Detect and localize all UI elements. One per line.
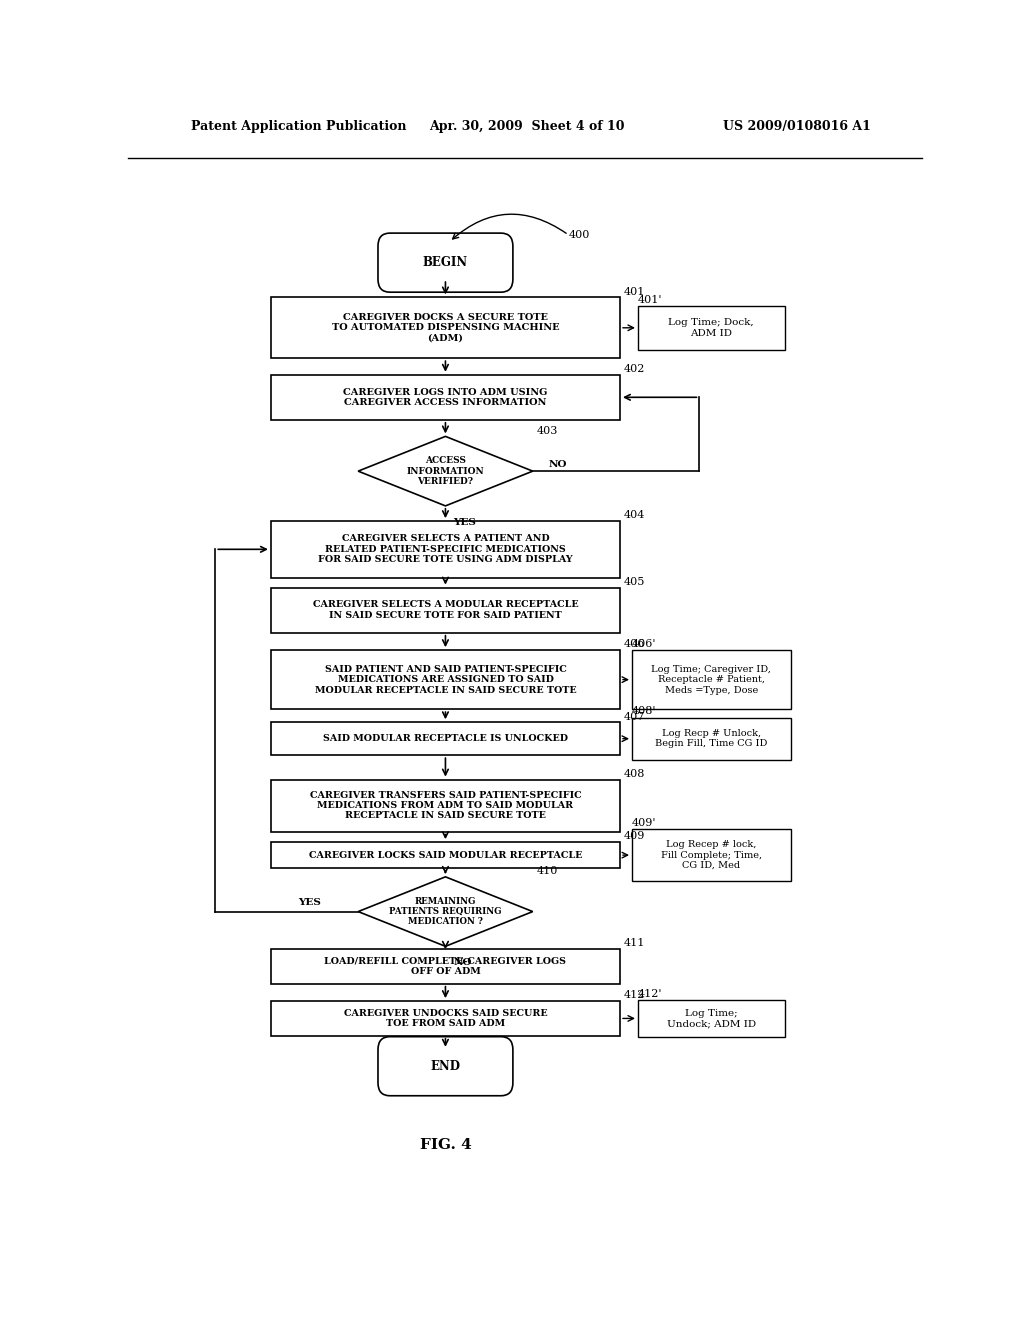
Text: YES: YES [454, 517, 476, 527]
Text: 410: 410 [537, 866, 558, 876]
Text: CAREGIVER LOCKS SAID MODULAR RECEPTACLE: CAREGIVER LOCKS SAID MODULAR RECEPTACLE [309, 850, 582, 859]
FancyBboxPatch shape [632, 829, 791, 882]
Text: SAID MODULAR RECEPTACLE IS UNLOCKED: SAID MODULAR RECEPTACLE IS UNLOCKED [323, 734, 568, 743]
Text: US 2009/0108016 A1: US 2009/0108016 A1 [723, 120, 871, 133]
FancyBboxPatch shape [270, 949, 620, 983]
Text: CAREGIVER TRANSFERS SAID PATIENT-SPECIFIC
MEDICATIONS FROM ADM TO SAID MODULAR
R: CAREGIVER TRANSFERS SAID PATIENT-SPECIFI… [309, 791, 582, 821]
Text: 409: 409 [624, 832, 645, 841]
FancyBboxPatch shape [270, 1001, 620, 1036]
Text: CAREGIVER DOCKS A SECURE TOTE
TO AUTOMATED DISPENSING MACHINE
(ADM): CAREGIVER DOCKS A SECURE TOTE TO AUTOMAT… [332, 313, 559, 343]
Text: 403: 403 [537, 426, 558, 436]
Text: CAREGIVER LOGS INTO ADM USING
CAREGIVER ACCESS INFORMATION: CAREGIVER LOGS INTO ADM USING CAREGIVER … [343, 388, 548, 407]
Polygon shape [358, 876, 532, 946]
Text: 408': 408' [632, 706, 656, 717]
Text: 401': 401' [638, 294, 663, 305]
FancyBboxPatch shape [270, 780, 620, 832]
FancyBboxPatch shape [270, 375, 620, 420]
Text: LOAD/REFILL COMPLETE-CAREGIVER LOGS
OFF OF ADM: LOAD/REFILL COMPLETE-CAREGIVER LOGS OFF … [325, 957, 566, 975]
FancyBboxPatch shape [638, 306, 784, 350]
Text: REMAINING
PATIENTS REQUIRING
MEDICATION ?: REMAINING PATIENTS REQUIRING MEDICATION … [389, 896, 502, 927]
Text: CAREGIVER SELECTS A MODULAR RECEPTACLE
IN SAID SECURE TOTE FOR SAID PATIENT: CAREGIVER SELECTS A MODULAR RECEPTACLE I… [312, 601, 579, 620]
Text: 407: 407 [624, 711, 645, 722]
Text: 405: 405 [624, 577, 645, 587]
Text: CAREGIVER UNDOCKS SAID SECURE
TOE FROM SAID ADM: CAREGIVER UNDOCKS SAID SECURE TOE FROM S… [344, 1008, 547, 1028]
Text: 409': 409' [632, 817, 656, 828]
Text: Log Time; Dock,
ADM ID: Log Time; Dock, ADM ID [669, 318, 754, 338]
Text: 404: 404 [624, 511, 645, 520]
FancyBboxPatch shape [270, 649, 620, 709]
Text: NO: NO [549, 459, 567, 469]
FancyBboxPatch shape [378, 1036, 513, 1096]
Text: 412: 412 [624, 990, 645, 1001]
Text: 400: 400 [568, 230, 590, 240]
Text: 402: 402 [624, 364, 645, 374]
Text: Patent Application Publication: Patent Application Publication [191, 120, 407, 133]
FancyBboxPatch shape [632, 718, 791, 759]
FancyBboxPatch shape [270, 587, 620, 632]
Text: 408: 408 [624, 770, 645, 779]
Text: END: END [430, 1060, 461, 1073]
Text: Log Recep # lock,
Fill Complete; Time,
CG ID, Med: Log Recep # lock, Fill Complete; Time, C… [660, 841, 762, 870]
Polygon shape [358, 437, 532, 506]
FancyBboxPatch shape [270, 521, 620, 578]
Text: Log Time;
Undock; ADM ID: Log Time; Undock; ADM ID [667, 1008, 756, 1028]
Text: 401: 401 [624, 286, 645, 297]
Text: 412': 412' [638, 989, 663, 999]
FancyBboxPatch shape [632, 649, 791, 709]
Text: ACCESS
INFORMATION
VERIFIED?: ACCESS INFORMATION VERIFIED? [407, 457, 484, 486]
Text: 406: 406 [624, 639, 645, 649]
Text: CAREGIVER SELECTS A PATIENT AND
RELATED PATIENT-SPECIFIC MEDICATIONS
FOR SAID SE: CAREGIVER SELECTS A PATIENT AND RELATED … [318, 535, 572, 564]
FancyBboxPatch shape [638, 1001, 784, 1036]
Text: NO: NO [454, 958, 472, 968]
Text: YES: YES [299, 898, 322, 907]
Text: Log Time; Caregiver ID,
Receptacle # Patient,
Meds =Type, Dose: Log Time; Caregiver ID, Receptacle # Pat… [651, 665, 771, 694]
FancyBboxPatch shape [270, 842, 620, 869]
Text: SAID PATIENT AND SAID PATIENT-SPECIFIC
MEDICATIONS ARE ASSIGNED TO SAID
MODULAR : SAID PATIENT AND SAID PATIENT-SPECIFIC M… [314, 665, 577, 694]
Text: FIG. 4: FIG. 4 [420, 1138, 471, 1152]
Text: Apr. 30, 2009  Sheet 4 of 10: Apr. 30, 2009 Sheet 4 of 10 [430, 120, 625, 133]
Text: Log Recp # Unlock,
Begin Fill, Time CG ID: Log Recp # Unlock, Begin Fill, Time CG I… [655, 729, 767, 748]
FancyBboxPatch shape [270, 722, 620, 755]
FancyBboxPatch shape [378, 234, 513, 292]
Text: BEGIN: BEGIN [423, 256, 468, 269]
Text: 406': 406' [632, 639, 656, 648]
Text: 411: 411 [624, 939, 645, 948]
FancyBboxPatch shape [270, 297, 620, 358]
